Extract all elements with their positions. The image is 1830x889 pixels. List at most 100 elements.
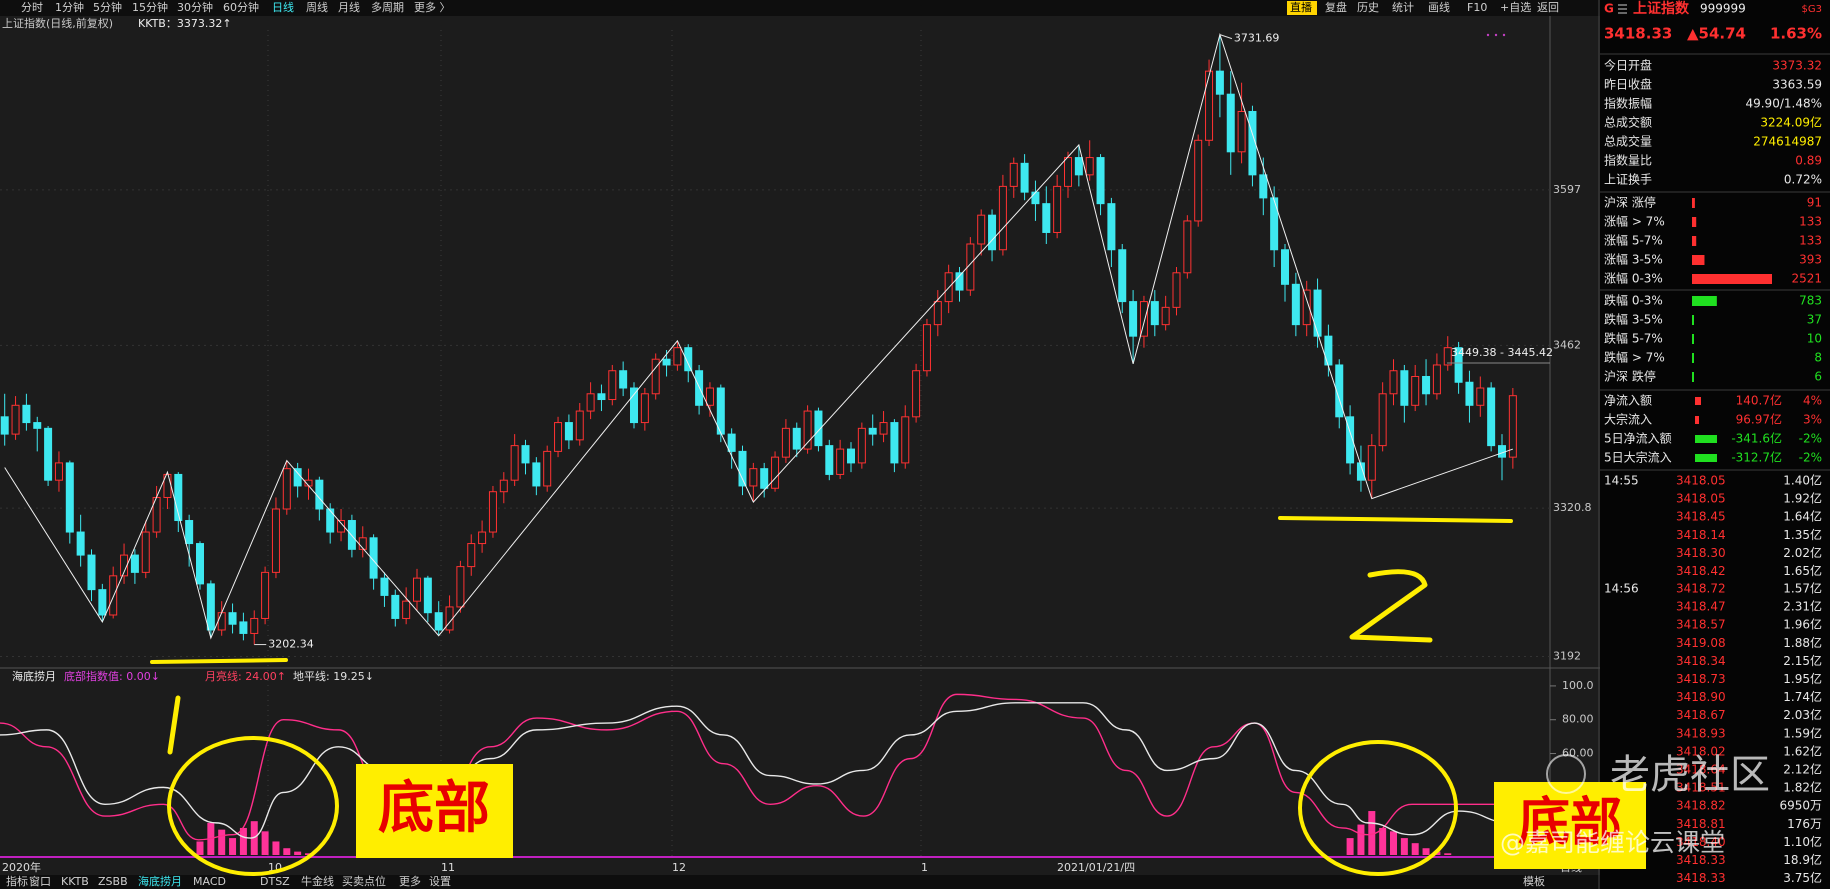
bottom-tab[interactable]: KKTB [61,875,89,888]
candle-body [456,566,465,608]
tabbar-background [0,875,1600,889]
indicator-line [0,702,1512,839]
menu-dot [1486,33,1490,37]
candle-body [1096,157,1105,205]
candle-body [326,508,335,533]
candle-body [1356,462,1365,481]
candle-body [1020,162,1029,193]
flow-value: 140.7亿 [1736,393,1782,408]
tick-price: 3418.67 [1676,708,1726,722]
breadth-count: 783 [1799,294,1822,308]
candle-body [814,410,823,447]
flow-value: -341.6亿 [1731,431,1782,446]
period-tab[interactable]: 15分钟 [132,0,168,14]
hand-two [1349,569,1433,643]
candle-body [337,520,346,533]
tick-price: 3418.05 [1676,474,1726,488]
bottom-tab[interactable]: 更多 [399,874,421,888]
tick-price: 3418.57 [1676,618,1726,632]
period-tab[interactable]: 1分钟 [55,0,84,14]
candle-body [54,462,63,481]
period-tab[interactable]: 月线 [338,0,360,14]
hand-circle [1298,740,1458,876]
breadth-count: 37 [1807,313,1822,327]
flow-pct: 4% [1803,394,1822,408]
period-tab[interactable]: 60分钟 [223,0,259,14]
bottom-tab[interactable]: 模板 [1523,874,1545,888]
period-tab[interactable]: 分时 [21,1,43,14]
tick-volume: 3.75亿 [1783,870,1822,885]
bottom-tab[interactable]: 牛金线 [301,874,334,888]
y-tick-label: 100.0 [1562,679,1594,692]
tick-volume: 2.12亿 [1783,762,1822,777]
hand-one [167,695,181,755]
bottom-tab[interactable]: 设置 [429,875,451,888]
candle-body [684,347,693,372]
action-button[interactable]: 统计 [1392,1,1414,14]
bottom-tab[interactable]: 指标 [6,874,28,888]
bottom-tab[interactable]: 海底捞月 [138,874,182,888]
action-button[interactable]: 直播 [1290,0,1312,14]
breadth-bar [1692,372,1694,382]
candle-body [282,468,291,510]
bottom-tab[interactable]: ZSBB [98,875,128,888]
tick-volume: 2.31亿 [1783,599,1822,614]
candle-body [467,543,476,568]
candle-body [922,324,931,372]
watermark-author: @嘉司能缠论云课堂 [1500,828,1725,857]
tick-volume: 1.59亿 [1783,725,1822,740]
candle-body [65,462,74,533]
candle-body [1346,416,1355,464]
chart-subtitle: KKTB：3373.32↑ [138,17,232,30]
candle-body [1432,364,1441,395]
tick-price: 3418.64 [1676,763,1726,777]
candle-body [705,387,714,406]
tick-volume: 18.9亿 [1783,852,1822,867]
candle-body [423,577,432,614]
menu-dot [1502,33,1506,37]
breadth-count: 10 [1807,332,1822,346]
candle-body [1074,157,1083,176]
candle-body [1335,364,1344,418]
candle-body [771,456,780,489]
period-tab[interactable]: 多周期 [371,0,404,14]
period-tab[interactable]: 30分钟 [177,0,213,14]
bottom-tab[interactable]: DTSZ [260,875,290,888]
action-button[interactable]: 画线 [1428,0,1450,14]
period-tab[interactable]: 5分钟 [93,0,122,14]
tick-volume: 2.02亿 [1783,545,1822,560]
candle-body [1248,110,1257,176]
bottom-bar [1368,811,1376,855]
stat-value: 49.90/1.48% [1745,97,1822,111]
candle-body [1443,347,1452,366]
period-tab[interactable]: 周线 [306,0,328,14]
action-button[interactable]: 历史 [1357,1,1379,14]
bottom-tab[interactable]: 窗口 [29,874,51,888]
candle-body [1465,381,1474,406]
candle-body [1291,283,1300,326]
period-tab[interactable]: 更多 〉 [414,0,451,14]
candle-body [901,416,910,464]
action-button[interactable]: F10 [1467,1,1487,14]
candle-body [1259,174,1268,199]
candle-body [879,422,888,435]
action-button[interactable]: +自选 [1500,1,1531,14]
stat-value: 0.89 [1795,154,1822,168]
candle-body [130,554,139,573]
candle-body [1172,272,1181,308]
bottom-tab[interactable]: MACD [193,875,226,888]
period-tab[interactable]: 日线 [272,0,294,14]
action-button[interactable]: 返回 [1537,1,1559,14]
candle-body [1498,445,1506,458]
action-button[interactable]: 复盘 [1325,0,1347,14]
stat-value: 274614987 [1753,135,1822,149]
candle-body [543,450,552,487]
stat-value: 0.72% [1784,173,1822,187]
breadth-label: 沪深 跌停 [1604,369,1656,384]
candle-body [988,214,997,251]
candle-body [781,427,790,458]
breadth-label: 跌幅 3-5% [1604,312,1663,327]
bottom-tab[interactable]: 买卖点位 [342,874,386,888]
candle-body [510,445,519,481]
